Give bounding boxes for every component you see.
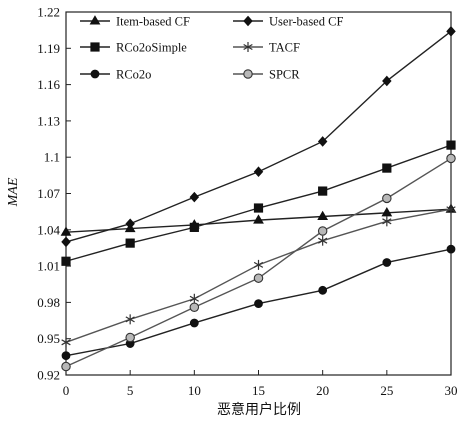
data-point	[446, 140, 456, 150]
x-tick-label: 10	[188, 383, 201, 398]
data-point	[189, 318, 199, 328]
data-point	[61, 256, 71, 266]
data-point	[446, 26, 456, 37]
x-tick-label: 30	[445, 383, 458, 398]
legend-label: User-based CF	[269, 15, 343, 29]
data-point	[253, 273, 264, 283]
y-tick-label: 1.16	[37, 77, 60, 92]
x-axis-title: 恶意用户比例	[217, 401, 301, 418]
data-point	[318, 186, 328, 196]
data-point	[317, 210, 329, 221]
data-point	[318, 285, 328, 295]
data-point	[317, 136, 328, 147]
y-tick-label: 1.22	[37, 5, 60, 20]
chart-ticks: 0.92 0.95 0.98 1.01 1.04 1.07 1.1 1.13 1.16 1.19 1…	[37, 5, 457, 399]
legend-marker	[243, 15, 253, 27]
plot-frame	[65, 11, 452, 376]
series-rco2osimple	[61, 140, 456, 266]
y-tick-label: 1.19	[37, 41, 60, 56]
data-point	[253, 203, 264, 213]
data-point	[189, 191, 200, 203]
y-tick-label: 1.04	[37, 222, 60, 237]
legend-marker	[90, 42, 100, 52]
legend-item: User-based CF	[233, 15, 343, 29]
y-tick-label: 1.1	[44, 150, 60, 165]
data-point	[446, 204, 456, 215]
legend-marker	[89, 15, 101, 25]
data-point	[125, 332, 135, 343]
data-point	[253, 259, 264, 270]
y-axis-title: MAE	[6, 177, 21, 207]
data-point	[61, 361, 71, 372]
legend-marker	[243, 69, 253, 79]
x-tick-label: 5	[127, 383, 134, 398]
x-tick-label: 20	[316, 383, 329, 398]
data-point	[253, 166, 264, 178]
series-rco2o	[61, 244, 456, 361]
y-tick-label: 0.98	[37, 295, 60, 310]
x-tick-label: 25	[380, 383, 393, 398]
y-tick-label: 1.07	[37, 186, 60, 201]
legend-item: TACF	[233, 41, 300, 55]
y-tick-label: 0.95	[37, 331, 60, 346]
y-tick-label: 1.01	[37, 259, 60, 274]
data-point	[318, 235, 328, 246]
y-tick-label: 1.13	[37, 113, 60, 128]
chart-axes	[65, 11, 452, 376]
data-point	[189, 302, 200, 312]
legend-item: SPCR	[233, 68, 300, 82]
data-point	[125, 314, 135, 325]
chart-legend: Item-based CF User-based CF RCo2oSimple TAC…	[80, 15, 343, 82]
data-point	[61, 337, 71, 348]
legend-label: RCo2oSimple	[116, 41, 187, 55]
data-point	[253, 214, 264, 224]
y-tick-label: 0.92	[37, 368, 60, 383]
series-user-based-cf	[61, 26, 456, 248]
chart-series	[60, 26, 457, 372]
data-point	[382, 75, 392, 87]
legend-label: SPCR	[269, 68, 300, 82]
data-point	[446, 244, 456, 254]
legend-label: TACF	[269, 41, 300, 55]
legend-item: RCo2o	[80, 68, 151, 82]
series-spcr	[61, 153, 456, 372]
legend-label: RCo2o	[116, 68, 151, 82]
x-tick-label: 15	[252, 383, 265, 398]
data-point	[189, 222, 199, 232]
series-tacf	[61, 204, 456, 348]
data-point	[381, 207, 393, 217]
data-point	[317, 226, 328, 236]
data-point	[254, 299, 263, 309]
legend-label: Item-based CF	[116, 15, 190, 29]
series-line	[65, 144, 452, 262]
legend-item: RCo2oSimple	[80, 41, 187, 55]
legend-marker	[90, 69, 100, 79]
data-point	[382, 258, 392, 267]
x-tick-label: 0	[63, 383, 70, 398]
legend-item: Item-based CF	[80, 15, 190, 29]
data-point	[60, 226, 72, 236]
data-point	[61, 236, 71, 248]
data-point	[61, 351, 71, 361]
data-point	[125, 218, 135, 230]
data-point	[446, 153, 456, 164]
data-point	[382, 163, 392, 173]
data-point	[382, 216, 392, 227]
legend-marker	[243, 42, 253, 52]
data-point	[189, 293, 199, 304]
data-point	[125, 238, 135, 248]
data-point	[382, 193, 392, 204]
